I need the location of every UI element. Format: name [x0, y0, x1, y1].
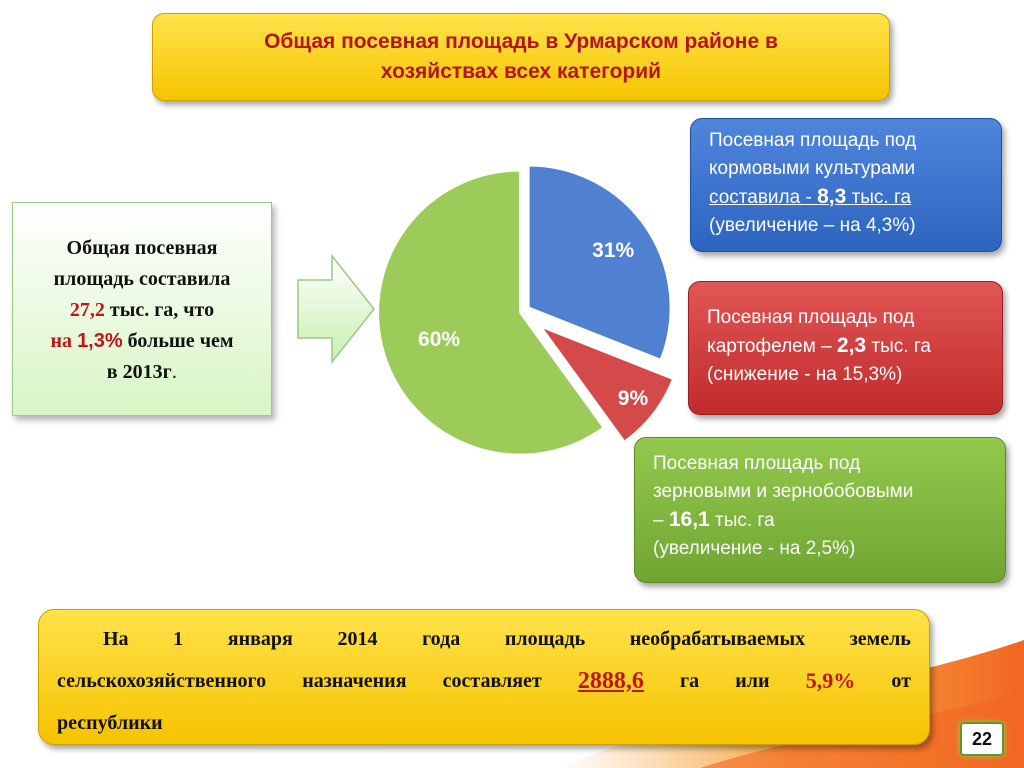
uncultivated-land-box: На 1 января 2014 года площадь необрабаты… [38, 609, 930, 745]
forage-value: 8,3 [817, 185, 847, 208]
total-line-3: 27,2 тыс. га, что [69, 299, 215, 321]
slice-grain-label: 60% [418, 328, 460, 351]
bottom-line-3: республики [57, 711, 163, 734]
slice-forage-label: 31% [592, 239, 634, 262]
bottom-line-2: сельскохозяйственного назначения составл… [57, 667, 911, 694]
total-line-4: на 1,3% больше чем [50, 330, 234, 352]
total-line-1: Общая посевная [66, 237, 218, 259]
total-line-5: в 2013г. [106, 361, 178, 383]
total-value: 27,2 [69, 299, 105, 321]
grain-value: 16,1 [668, 508, 710, 531]
forage-crops-callout: Посевная площадь под кормовыми культурам… [690, 118, 1002, 252]
slice-potato [538, 324, 675, 443]
uncultivated-share-pct: 5,9% [805, 668, 856, 693]
slice-grain [377, 169, 605, 456]
potato-value: 2,3 [836, 334, 867, 357]
grain-callout: Посевная площадь под зерновыми и зернобо… [634, 437, 1006, 583]
slide-title: Общая посевная площадь в Урмарском район… [152, 13, 890, 101]
slice-forage [527, 164, 672, 362]
uncultivated-area-value: 2888,6 [577, 667, 644, 694]
title-line-2: хозяйствах всех категорий [380, 60, 662, 83]
title-line-1: Общая посевная площадь в Урмарском район… [264, 30, 778, 53]
total-increase-pct: 1,3% [77, 330, 123, 352]
pie-chart: 31% 9% 60% [377, 164, 675, 456]
page-number: 22 [960, 722, 1004, 756]
total-line-2: площадь составила [53, 268, 231, 290]
potato-callout: Посевная площадь под картофелем – 2,3 ты… [688, 281, 1003, 415]
right-arrow-icon [297, 254, 375, 364]
total-area-box: Общая посевная площадь составила 27,2 ты… [12, 202, 272, 416]
slice-potato-label: 9% [618, 387, 649, 410]
bottom-line-1: На 1 января 2014 года площадь необрабаты… [103, 627, 911, 650]
